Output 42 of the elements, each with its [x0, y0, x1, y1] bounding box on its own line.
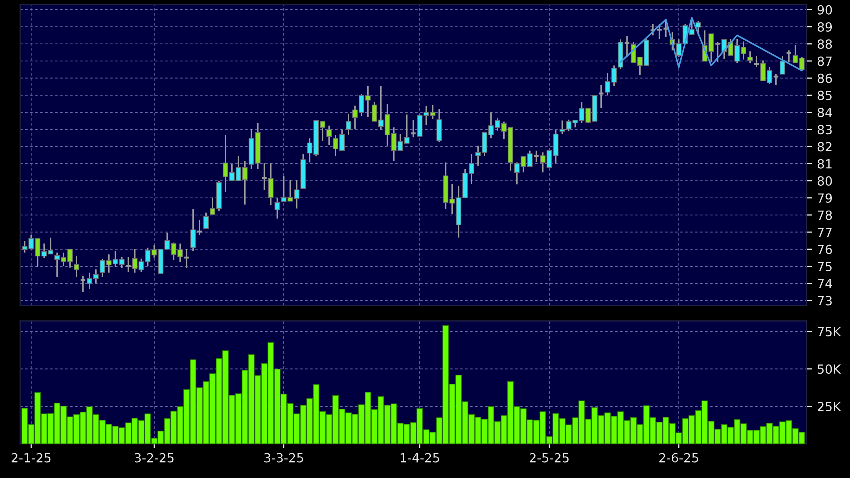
candlestick: [204, 212, 209, 230]
y-tick-label: 83: [818, 125, 832, 135]
y-tick-label: 50K: [818, 364, 842, 374]
y-tick-label: 85: [818, 90, 832, 100]
x-tick-label: 3-2-25: [135, 453, 174, 463]
y-tick-label: 86: [818, 74, 832, 84]
candlestick: [346, 113, 352, 136]
y-tick-label: 75: [818, 262, 832, 272]
y-tick-label: 75K: [818, 327, 842, 337]
x-tick-label: 1-4-25: [400, 453, 440, 463]
candlestick: [748, 50, 753, 64]
y-tick-label: 84: [818, 108, 832, 118]
candlestick: [714, 42, 722, 64]
candlestick: [436, 108, 442, 144]
x-tick-label: 2-1-25: [12, 453, 51, 463]
candlestick: [656, 23, 663, 40]
y-tick-label: 82: [818, 142, 832, 152]
y-tick-label: 79: [818, 194, 832, 204]
candlestick: [624, 36, 631, 58]
candlestick: [74, 256, 80, 278]
y-tick-label: 25K: [818, 402, 842, 412]
x-tick-label: 3-3-25: [264, 453, 304, 463]
y-tick-label: 77: [818, 228, 832, 238]
candlestick: [326, 125, 332, 146]
y-tick-label: 89: [818, 22, 832, 32]
candlestick: [780, 56, 786, 76]
y-tick-label: 87: [818, 56, 832, 66]
y-tick-label: 78: [818, 210, 832, 220]
candlestick: [533, 150, 540, 163]
y-tick-label: 73: [818, 296, 832, 306]
candlestick: [786, 50, 792, 64]
y-tick-label: 88: [818, 40, 832, 50]
candlestick: [410, 120, 417, 138]
y-tick-label: 80: [818, 176, 832, 186]
y-tick-label: 76: [818, 244, 832, 254]
x-tick-label: 2-6-25: [660, 453, 698, 463]
y-tick-label: 90: [818, 5, 832, 15]
y-tick-label: 81: [818, 159, 832, 169]
x-tick-label: 2-5-25: [530, 453, 569, 463]
candlestick: [274, 197, 280, 220]
candlestick: [184, 248, 190, 269]
y-tick-label: 74: [818, 279, 832, 288]
